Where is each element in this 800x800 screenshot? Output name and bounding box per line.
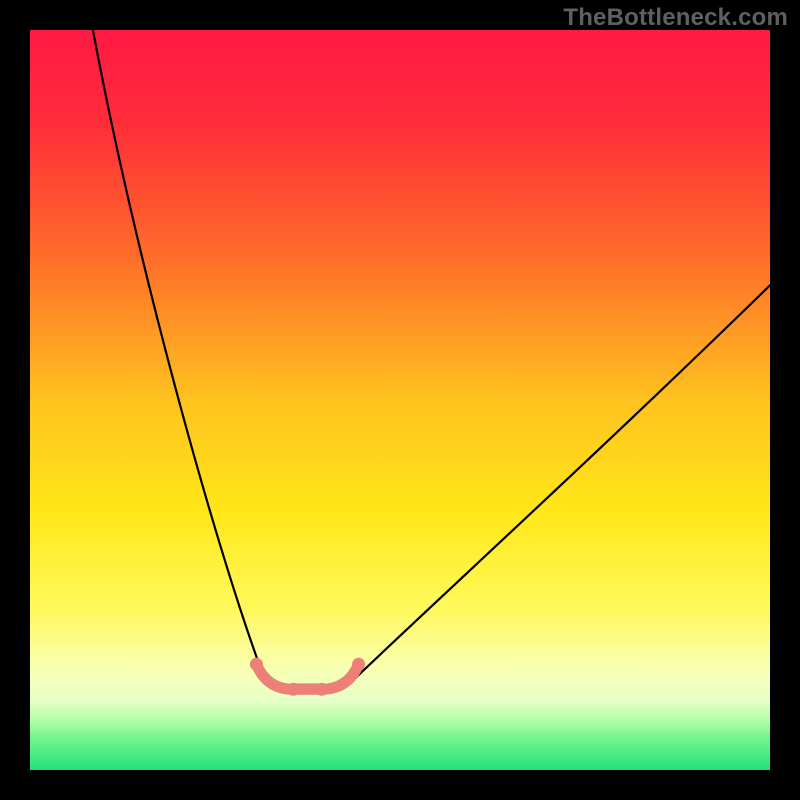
chart-background-gradient — [30, 30, 770, 770]
watermark-text: TheBottleneck.com — [563, 4, 788, 32]
chart-green-band — [30, 700, 770, 770]
